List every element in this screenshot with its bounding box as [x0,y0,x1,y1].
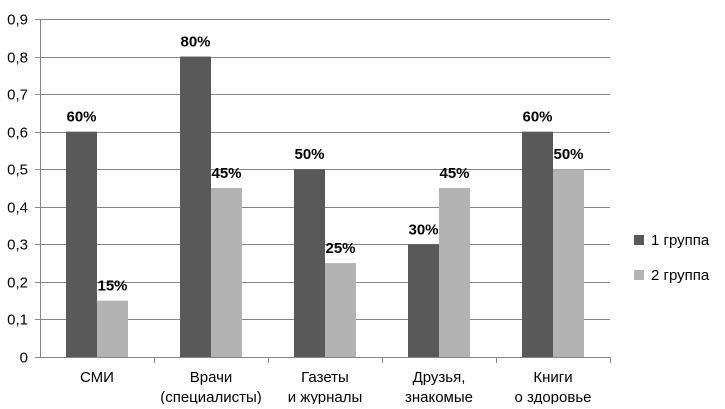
legend: 1 группа 2 группа [634,232,710,284]
y-tick-label: 0,4 [7,200,28,217]
bar-1-5 [522,131,553,357]
x-category-label: и журналы [288,389,363,404]
data-label: 45% [211,165,241,182]
x-category-label: Врачи [190,369,233,386]
bar-2-1 [97,300,128,357]
bar-1-2 [180,56,211,358]
data-label: 30% [408,221,438,238]
bar-2-5 [553,169,584,357]
y-tick-label: 0,5 [7,162,28,179]
legend-swatch [634,270,644,280]
bar-1-1 [66,131,97,357]
x-category-label: СМИ [80,369,114,386]
x-category-label: Друзья, [413,369,466,386]
y-tick-label: 0,9 [7,12,28,29]
y-tick-label: 0 [20,350,28,367]
y-tick-label: 0,3 [7,237,28,254]
x-category-label: о здоровье [515,389,592,404]
x-category-label: Книги [533,369,572,386]
y-tick-label: 0,2 [7,275,28,292]
legend-label: 1 группа [651,232,710,249]
legend-label: 2 группа [651,267,710,284]
y-tick-label: 0,7 [7,87,28,104]
data-label: 50% [553,146,583,163]
x-category-label: знакомые [405,389,473,404]
x-category-label: (специалисты) [160,389,262,404]
x-category-label: Газеты [301,369,349,386]
data-label: 60% [66,109,96,126]
data-label: 25% [325,240,355,257]
data-label: 45% [439,165,469,182]
y-tick-label: 0,8 [7,50,28,67]
bar-1-3 [294,169,325,357]
bar-2-2 [211,188,242,357]
bar-1-4 [408,244,439,357]
labels-layer: 60% 15% 80% 45% 50% 25% 30% 45% 60% 50% [66,34,583,295]
bars-layer [66,56,584,358]
data-label: 50% [294,146,324,163]
bar-2-4 [439,188,470,357]
y-tick-label: 0,6 [7,125,28,142]
bar-2-3 [325,263,356,357]
data-label: 80% [180,34,210,51]
y-tick-label: 0,1 [7,312,28,329]
legend-swatch [634,235,644,245]
data-label: 60% [522,109,552,126]
data-label: 15% [97,278,127,295]
axis-layer: 0 0,1 0,2 0,3 0,4 0,5 0,6 0,7 0,8 0,9 СМИ Врачи (спе… [7,12,611,406]
